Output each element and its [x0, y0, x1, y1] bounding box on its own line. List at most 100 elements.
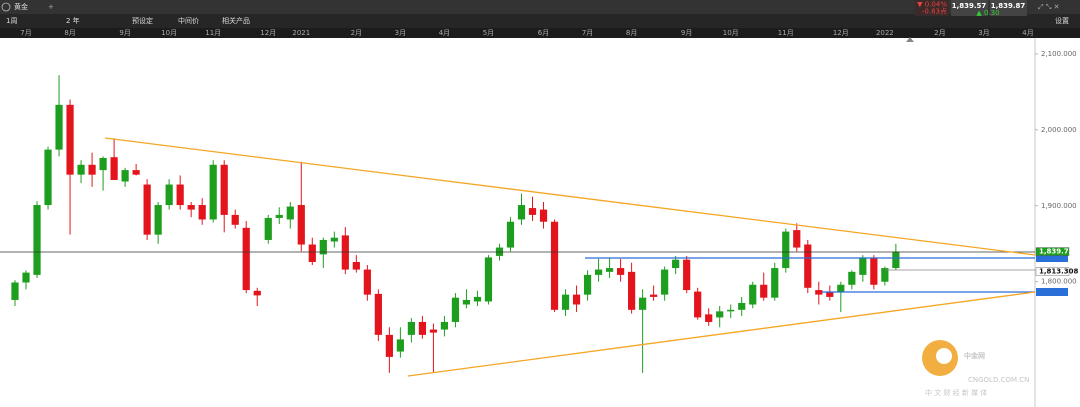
x-tick-label: 7月	[582, 29, 593, 37]
x-tick-label: 12月	[833, 29, 849, 37]
change-pct: ▼ 0.04%	[917, 1, 947, 9]
y-tick-label: 1,900.000	[1041, 202, 1077, 210]
candle-body	[297, 205, 305, 245]
candle-body	[738, 302, 746, 310]
candle-body	[198, 205, 206, 220]
candle-body	[330, 237, 338, 242]
time-axis-bar	[0, 28, 1080, 38]
price-tag-label: 1,813.308	[1039, 268, 1079, 276]
candle-body	[694, 291, 702, 318]
settings[interactable]: 设置	[1055, 16, 1069, 25]
candle-body	[572, 294, 581, 305]
x-tick-label: 2月	[351, 29, 362, 37]
candle-body	[683, 259, 691, 291]
toolbar-item[interactable]: 预设定	[132, 16, 153, 25]
candle-body	[88, 164, 96, 175]
logo-inner	[936, 348, 952, 364]
x-tick-label: 2022	[876, 29, 894, 37]
x-tick-label: 9月	[681, 29, 692, 37]
toolbar-item[interactable]: 2 年	[66, 16, 80, 25]
x-tick-label: 12月	[260, 29, 276, 37]
candle-body	[77, 164, 85, 175]
candle-body	[33, 205, 41, 275]
x-tick-label: 8月	[626, 29, 637, 37]
x-tick-label: 4月	[1022, 29, 1033, 37]
candle-body	[99, 157, 107, 171]
symbol-icon	[1, 2, 11, 12]
toolbar-item[interactable]: 相关产品	[222, 16, 250, 25]
candle-body	[605, 268, 614, 272]
y-tick-label: 2,100.000	[1041, 50, 1077, 58]
scroll-marker[interactable]	[906, 37, 914, 42]
x-tick-label: 3月	[978, 29, 989, 37]
candle-body	[451, 297, 460, 322]
bid-box[interactable]	[951, 0, 988, 16]
candle-body	[639, 297, 647, 310]
watermark-slogan: 中 文 财 经 新 媒 体	[925, 388, 987, 397]
toolbar-item[interactable]: 1周	[6, 17, 17, 25]
candle-body	[661, 269, 669, 295]
candle-body	[121, 170, 129, 182]
title-bar	[0, 0, 1080, 14]
candle-body	[782, 231, 790, 269]
toolbar-item[interactable]: 中间价	[178, 16, 199, 25]
candle-body	[771, 268, 779, 298]
x-tick-label: 10月	[723, 29, 739, 37]
candle-body	[616, 268, 625, 275]
candle-body	[506, 221, 515, 248]
candle-body	[132, 170, 140, 175]
price-tag-label: 1,839.730	[1039, 248, 1079, 256]
candle-body	[231, 214, 239, 225]
bid[interactable]: 1,839.57	[952, 2, 987, 10]
candle-body	[583, 274, 592, 295]
candle-body	[66, 104, 74, 175]
candle-body	[220, 164, 228, 215]
candle-body	[892, 251, 900, 269]
watermark-domain: CNGOLD.COM.CN	[968, 376, 1029, 384]
x-tick-label: 10月	[161, 29, 177, 37]
candle-body	[385, 334, 393, 357]
ask[interactable]: 1,839.87	[991, 2, 1026, 10]
candle-body	[760, 284, 768, 298]
x-tick-label: 7月	[20, 29, 31, 37]
candle-body	[319, 239, 327, 255]
spread: ▲ 0.30	[976, 9, 999, 17]
candle-body	[264, 217, 272, 240]
x-tick-label: 5月	[483, 29, 494, 37]
candle-body	[440, 321, 449, 330]
candle-body	[859, 257, 867, 275]
symbol[interactable]: 黄金	[14, 2, 28, 11]
change: -0.83点	[922, 8, 947, 16]
x-tick-label: 9月	[119, 29, 130, 37]
candle-body	[209, 164, 217, 220]
candle-body	[462, 299, 471, 305]
x-tick-label: 2月	[934, 29, 945, 37]
ask-box[interactable]	[990, 0, 1027, 16]
candle-body	[275, 214, 283, 218]
candle-body	[848, 271, 856, 285]
candle-body	[473, 296, 482, 302]
x-tick-label: 2021	[292, 29, 310, 37]
candle-body	[407, 321, 415, 335]
add-button[interactable]: +	[48, 3, 54, 11]
candle-body	[650, 294, 658, 297]
y-tick-label: 2,000.000	[1041, 126, 1077, 134]
candle-body	[804, 244, 812, 288]
candle-body	[341, 235, 349, 270]
candle-body	[11, 282, 19, 300]
window-controls[interactable]: ⤢ ⤡ ✕	[1038, 3, 1060, 11]
upper-trendline	[104, 137, 1036, 256]
candle-body	[187, 205, 195, 210]
candle-body	[749, 284, 757, 305]
candle-body	[143, 184, 151, 235]
candle-body	[374, 293, 382, 335]
toolbar	[0, 14, 1080, 28]
lower-trendline	[407, 291, 1036, 377]
candle-body	[837, 284, 845, 293]
blue-tag	[1036, 254, 1068, 262]
candle-body	[484, 257, 493, 302]
candle-body	[517, 205, 526, 220]
candle-body	[705, 314, 713, 322]
candle-body	[396, 339, 404, 352]
